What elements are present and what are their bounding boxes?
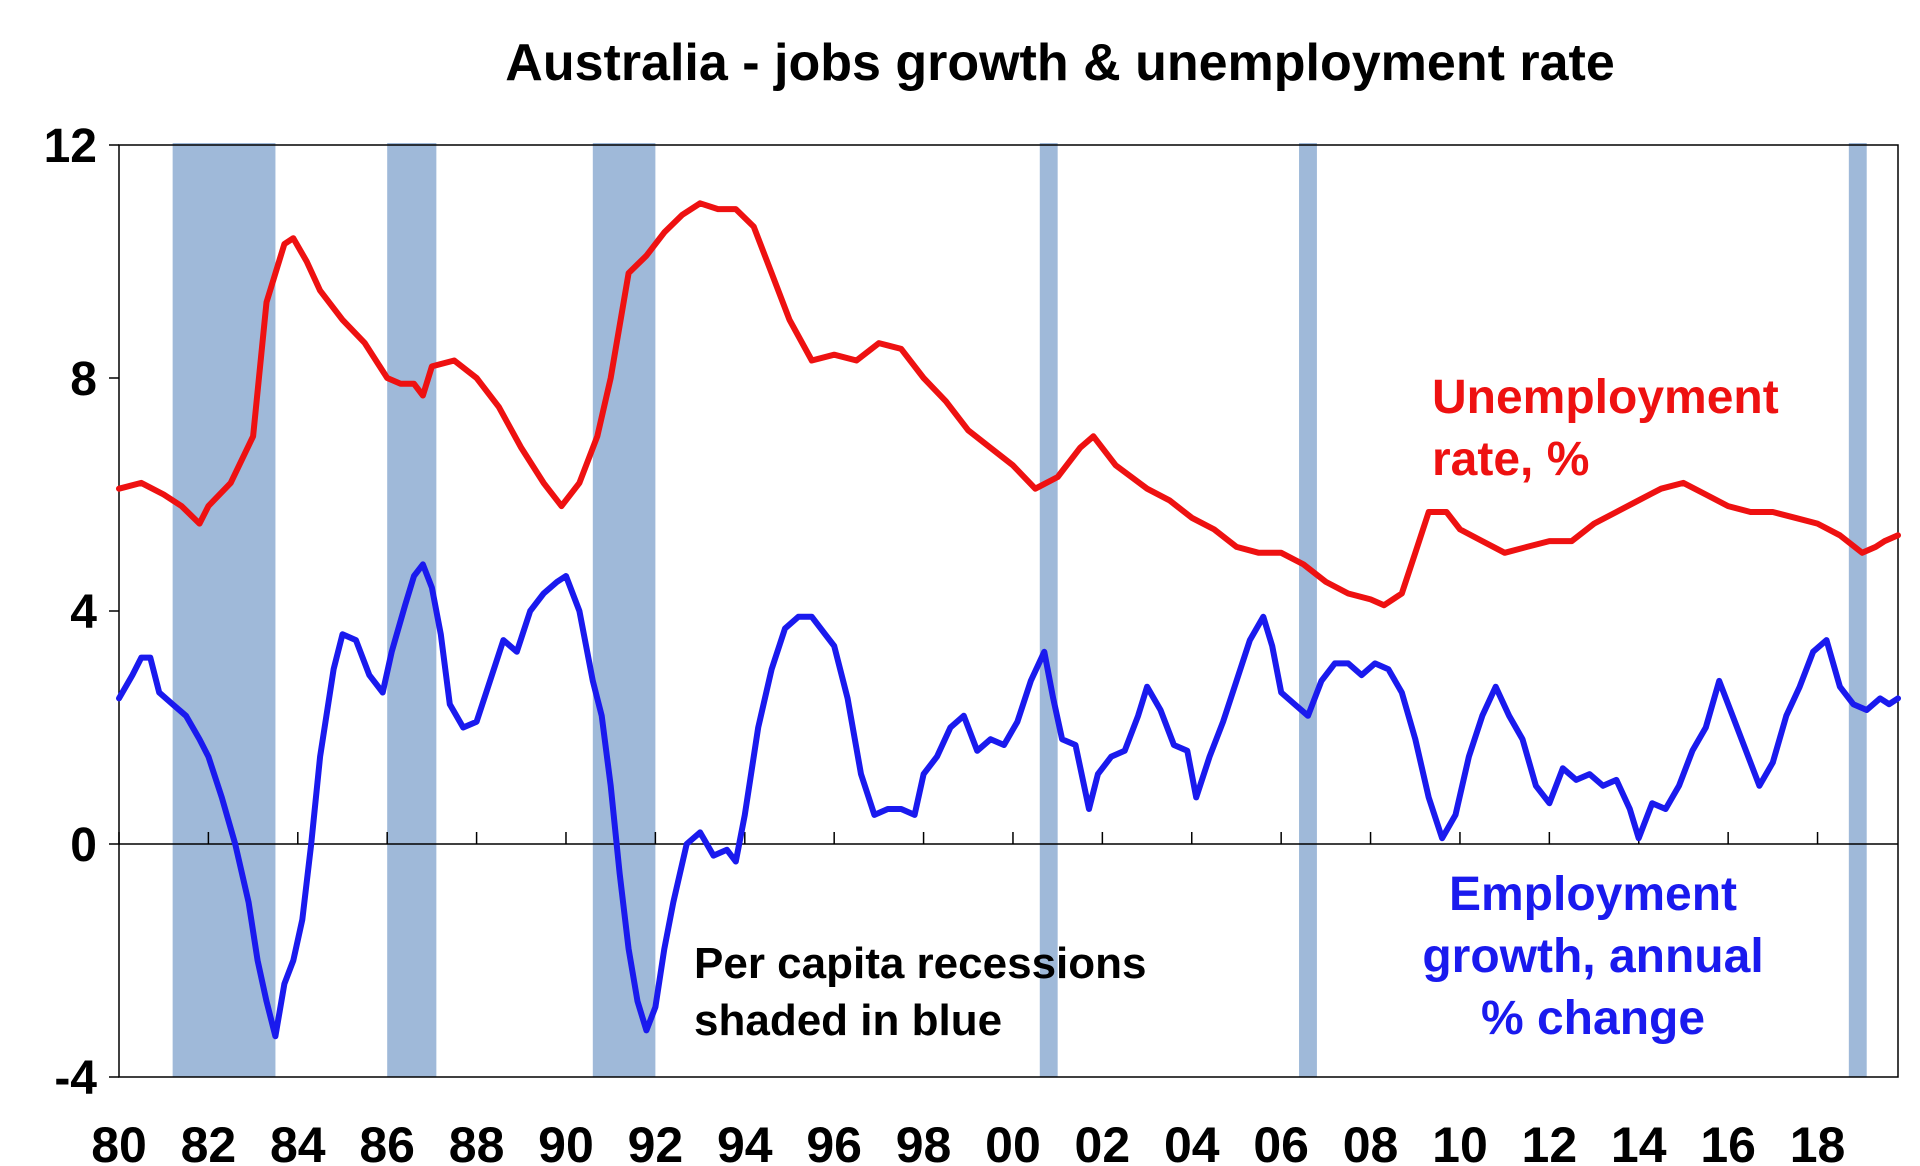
series-layer — [116, 200, 1901, 1040]
x-tick-label: 88 — [449, 1117, 505, 1166]
x-tick-label: 14 — [1611, 1117, 1667, 1166]
recession-band — [172, 143, 276, 1077]
y-tick-label: 12 — [44, 120, 97, 173]
x-tick-label: 92 — [628, 1117, 684, 1166]
unemployment-annotation-line: Unemployment — [1432, 371, 1779, 424]
recession-band — [387, 143, 437, 1077]
x-tick-label: 84 — [270, 1117, 326, 1166]
recession-band — [1848, 143, 1867, 1077]
x-tick-label: 18 — [1790, 1117, 1846, 1166]
x-tick-label: 06 — [1253, 1117, 1309, 1166]
employment-annotation-line: Employment — [1449, 868, 1737, 921]
x-tick-label: 82 — [181, 1117, 237, 1166]
employment-annotation-line: growth, annual — [1422, 930, 1763, 983]
x-tick-label: 12 — [1522, 1117, 1578, 1166]
recession-band — [1299, 143, 1317, 1077]
x-tick-label: 00 — [985, 1117, 1041, 1166]
x-tick-label: 90 — [538, 1117, 594, 1166]
y-tick-label: 8 — [70, 353, 97, 406]
recession-band — [1039, 143, 1058, 1077]
x-tick-label: 80 — [91, 1117, 147, 1166]
x-tick-label: 94 — [717, 1117, 773, 1166]
annotation-layer: Unemployment rate, % Employment growth, ann… — [694, 371, 1779, 1045]
recession-annotation-line: Per capita recessions — [694, 939, 1146, 988]
x-tick-label: 86 — [359, 1117, 415, 1166]
chart-title: Australia - jobs growth & unemployment r… — [505, 34, 1614, 92]
employment-annotation-line: % change — [1481, 992, 1705, 1045]
x-tick-label: 98 — [896, 1117, 952, 1166]
x-tick-label: 08 — [1343, 1117, 1399, 1166]
unemployment-rate-line — [116, 200, 1901, 609]
x-tick-label: 96 — [806, 1117, 862, 1166]
x-tick-label: 04 — [1164, 1117, 1220, 1166]
x-tick-label: 10 — [1432, 1117, 1488, 1166]
unemployment-annotation-line: rate, % — [1432, 433, 1589, 486]
x-tick-label: 02 — [1075, 1117, 1131, 1166]
x-tick-label: 16 — [1700, 1117, 1756, 1166]
y-tick-label: -4 — [54, 1052, 97, 1105]
y-tick-label: 4 — [70, 586, 97, 639]
employment-growth-line — [116, 561, 1901, 1040]
y-tick-label: 0 — [70, 819, 97, 872]
recession-annotation-line: shaded in blue — [694, 996, 1002, 1045]
